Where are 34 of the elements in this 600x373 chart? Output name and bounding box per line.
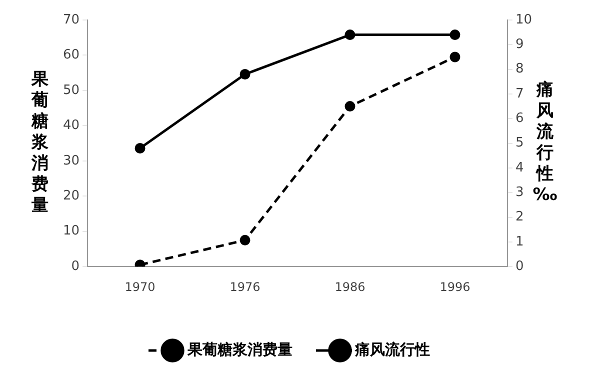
x-tick-label: 1976 <box>230 280 260 294</box>
y2-tick-label: 8 <box>515 62 524 77</box>
y-tick-label: 40 <box>62 118 80 134</box>
y-tick-label: 60 <box>62 48 80 63</box>
point <box>344 30 356 40</box>
y2-tick-label: 3 <box>515 184 524 200</box>
point <box>450 52 460 62</box>
y2-tick-label: 7 <box>515 86 524 102</box>
legend-label: 果葡糖浆消费量 <box>186 340 292 358</box>
x-tick-label: 1970 <box>124 280 156 294</box>
y-tick-label: 70 <box>62 12 80 28</box>
y2-tick-label: 5 <box>515 136 524 151</box>
y2-tick-label: 2 <box>515 210 524 225</box>
y-tick-label: 50 <box>62 82 80 98</box>
y2-tick-label: 9 <box>515 37 524 52</box>
point <box>450 30 460 40</box>
y-tick-label: 20 <box>62 188 80 204</box>
x-tick-label: 1986 <box>334 280 366 294</box>
point <box>134 142 146 154</box>
y2-tick-label: 0 <box>515 258 524 274</box>
y2-tick-label: 1 <box>515 234 524 250</box>
y-tick-label: 30 <box>62 153 80 168</box>
legend-label: 痛风流行性 <box>354 340 430 358</box>
point <box>344 101 356 112</box>
y-axis-title: 果葡糖浆消费量 <box>30 70 50 216</box>
point <box>240 69 250 80</box>
y2-tick-label: 6 <box>515 111 524 126</box>
y2-tick-label: 4 <box>515 160 524 176</box>
x-tick-label: 1996 <box>440 280 470 294</box>
y2-axis-title: 痛风流行性‰ <box>532 80 558 206</box>
y2-tick-label: 10 <box>515 12 532 28</box>
y-tick-label: 10 <box>62 224 80 239</box>
point <box>240 234 250 246</box>
y-tick-label: 0 <box>71 258 80 274</box>
